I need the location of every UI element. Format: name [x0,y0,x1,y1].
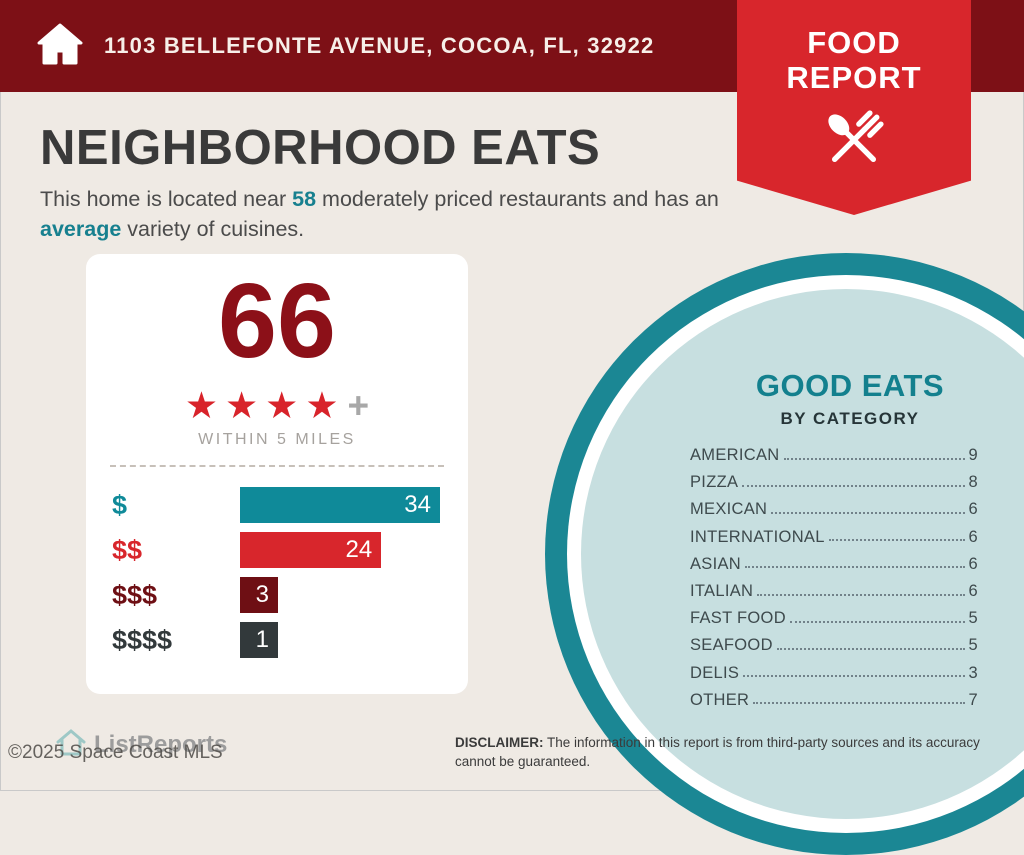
category-row: AMERICAN 9 [690,442,978,469]
dashed-divider [110,465,444,467]
dotted-leader [776,647,965,650]
price-bar-value: 24 [345,536,373,563]
page-subtitle: This home is located near 58 moderately … [40,184,730,244]
category-value: 6 [968,527,978,546]
disclaimer-label: DISCLAIMER: [455,735,544,750]
plus-sign: + [347,385,370,426]
category-label: ASIAN [690,554,742,573]
category-value: 8 [968,473,978,492]
category-row: OTHER 7 [690,687,978,714]
category-row: ASIAN 6 [690,551,978,578]
price-bar-row: $$$$ 1 [112,622,468,658]
price-bar-row: $$ 24 [112,532,468,568]
subtitle-text-mid: moderately priced restaurants and has an [316,187,719,211]
subtitle-text-post: variety of cuisines. [121,217,305,242]
category-value: 6 [968,500,978,519]
food-report-badge: FOOD REPORT [737,0,971,215]
price-bar-row: $ 34 [112,487,468,523]
category-value: 6 [968,582,978,601]
subtitle-text-pre: This home is located near [40,187,293,211]
badge-title: FOOD REPORT [737,25,971,95]
category-label: OTHER [690,690,750,709]
category-row: FAST FOOD 5 [690,605,978,632]
dotted-leader [783,457,965,460]
category-label: FAST FOOD [690,609,786,628]
badge-title-line2: REPORT [786,59,922,95]
page-title: NEIGHBORHOOD EATS [40,121,601,175]
disclaimer-text: The information in this report is from t… [455,735,980,770]
dotted-leader [789,620,965,623]
category-value: 5 [968,609,978,628]
category-row: DELIS 3 [690,660,978,687]
category-value: 9 [968,446,978,465]
price-bar-value: 34 [404,491,431,518]
category-label: SEAFOOD [690,636,773,655]
price-bar-row: $$$ 3 [112,577,468,613]
star-rating: ★★★★+ [86,384,468,427]
badge-title-line1: FOOD [807,25,901,60]
category-row: SEAFOOD 5 [690,632,978,659]
category-label: PIZZA [690,473,739,492]
price-bar-value: 3 [255,581,269,608]
dotted-leader [828,539,965,542]
price-bar: 24 [240,532,382,568]
listreports-logo: ListReports [56,728,227,761]
category-label: INTERNATIONAL [690,527,825,546]
category-label: MEXICAN [690,500,768,519]
category-value: 7 [968,690,978,709]
total-restaurant-count: 66 [218,262,336,380]
stats-card: 66 ★★★★+ WITHIN 5 MILES $ 34 $$ 24 $$$ 3… [86,254,468,694]
dotted-leader [742,484,965,487]
category-row: MEXICAN 6 [690,496,978,523]
home-icon [36,22,84,71]
category-value: 5 [968,636,978,655]
category-row: PIZZA 8 [690,469,978,496]
disclaimer: DISCLAIMER: The information in this repo… [455,733,1012,771]
house-outline-icon [56,728,86,761]
dotted-leader [757,593,965,596]
dotted-leader [753,702,965,705]
crossed-spoon-fork-icon [737,99,971,186]
circle-inner-fill [581,289,1024,819]
price-bar-list: $ 34 $$ 24 $$$ 3 $$$$ 1 [86,487,468,658]
price-bar: 3 [240,577,278,613]
dotted-leader [745,566,965,569]
radius-label: WITHIN 5 MILES [198,431,356,448]
category-value: 3 [968,663,978,682]
categories-header: GOOD EATS BY CATEGORY [700,368,1000,429]
categories-subtitle: BY CATEGORY [780,409,920,428]
categories-title: GOOD EATS [755,368,945,403]
price-bar: 34 [240,487,440,523]
price-bar-value: 1 [255,626,269,653]
category-label: ITALIAN [690,582,754,601]
category-row: ITALIAN 6 [690,578,978,605]
dotted-leader [743,675,965,678]
logo-text: ListReports [94,730,228,758]
price-bar-label: $$$ [112,579,158,610]
variety-highlight: average [40,217,122,242]
restaurant-count: 58 [292,187,317,211]
category-list: AMERICAN 9 PIZZA 8 MEXICAN 6 INTERNATION… [690,442,978,714]
category-label: AMERICAN [690,446,780,465]
mls-watermark: ©2025 Space Coast MLS [8,742,223,763]
price-bar: 1 [240,622,278,658]
category-label: DELIS [690,663,740,682]
dotted-leader [771,511,965,514]
price-bar-label: $$ [112,534,143,565]
price-bar-label: $ [112,489,128,520]
star-rating-stars: ★★★★ [184,385,346,426]
category-circle [545,253,1024,855]
category-row: INTERNATIONAL 6 [690,524,978,551]
price-bar-label: $$$$ [112,624,173,655]
property-address: 1103 BELLEFONTE AVENUE, COCOA, FL, 32922 [104,33,655,58]
category-value: 6 [968,554,978,573]
